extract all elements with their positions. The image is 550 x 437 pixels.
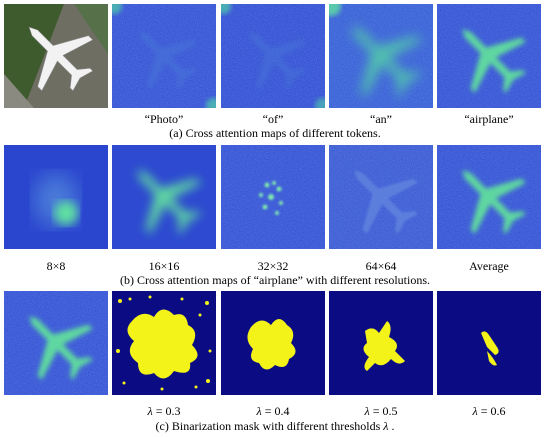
- caption-a: (a) Cross attention maps of different to…: [169, 126, 381, 140]
- resolution-label-32: 32×32: [257, 259, 289, 273]
- aerial-photo: [4, 4, 108, 108]
- resolution-label-8: 8×8: [46, 259, 66, 273]
- mask-0-3: [112, 291, 216, 395]
- attention-map-8x8: [4, 145, 108, 249]
- caption-c: (c) Binarization mask with different thr…: [155, 419, 395, 433]
- mask-0-4: [221, 291, 325, 395]
- threshold-label-0-5: λ = 0.5: [364, 404, 398, 418]
- mask-0-6: [437, 291, 541, 395]
- resolution-label-16: 16×16: [148, 259, 180, 273]
- threshold-label-0-6: λ = 0.6: [472, 404, 506, 418]
- resolution-label-average: Average: [469, 259, 509, 273]
- threshold-label-0-4: λ = 0.4: [256, 404, 290, 418]
- attention-map-of: [221, 4, 325, 108]
- mask-0-5: [329, 291, 433, 395]
- attention-map-source: [4, 291, 108, 395]
- threshold-label-0-3: λ = 0.3: [147, 404, 181, 418]
- attention-map-32x32: [221, 145, 325, 249]
- token-label-airplane: “airplane”: [464, 112, 514, 126]
- attention-map-photo: [112, 4, 216, 108]
- attention-map-airplane: [437, 4, 541, 108]
- token-label-of: “of”: [262, 112, 284, 126]
- attention-map-64x64: [329, 145, 433, 249]
- resolution-label-64: 64×64: [365, 259, 397, 273]
- attention-map-16x16: [112, 145, 216, 249]
- token-label-photo: “Photo”: [144, 112, 184, 126]
- attention-map-average: [437, 145, 541, 249]
- attention-map-an: [329, 4, 433, 108]
- token-label-an: “an”: [370, 112, 392, 126]
- caption-b: (b) Cross attention maps of “airplane” w…: [119, 273, 431, 287]
